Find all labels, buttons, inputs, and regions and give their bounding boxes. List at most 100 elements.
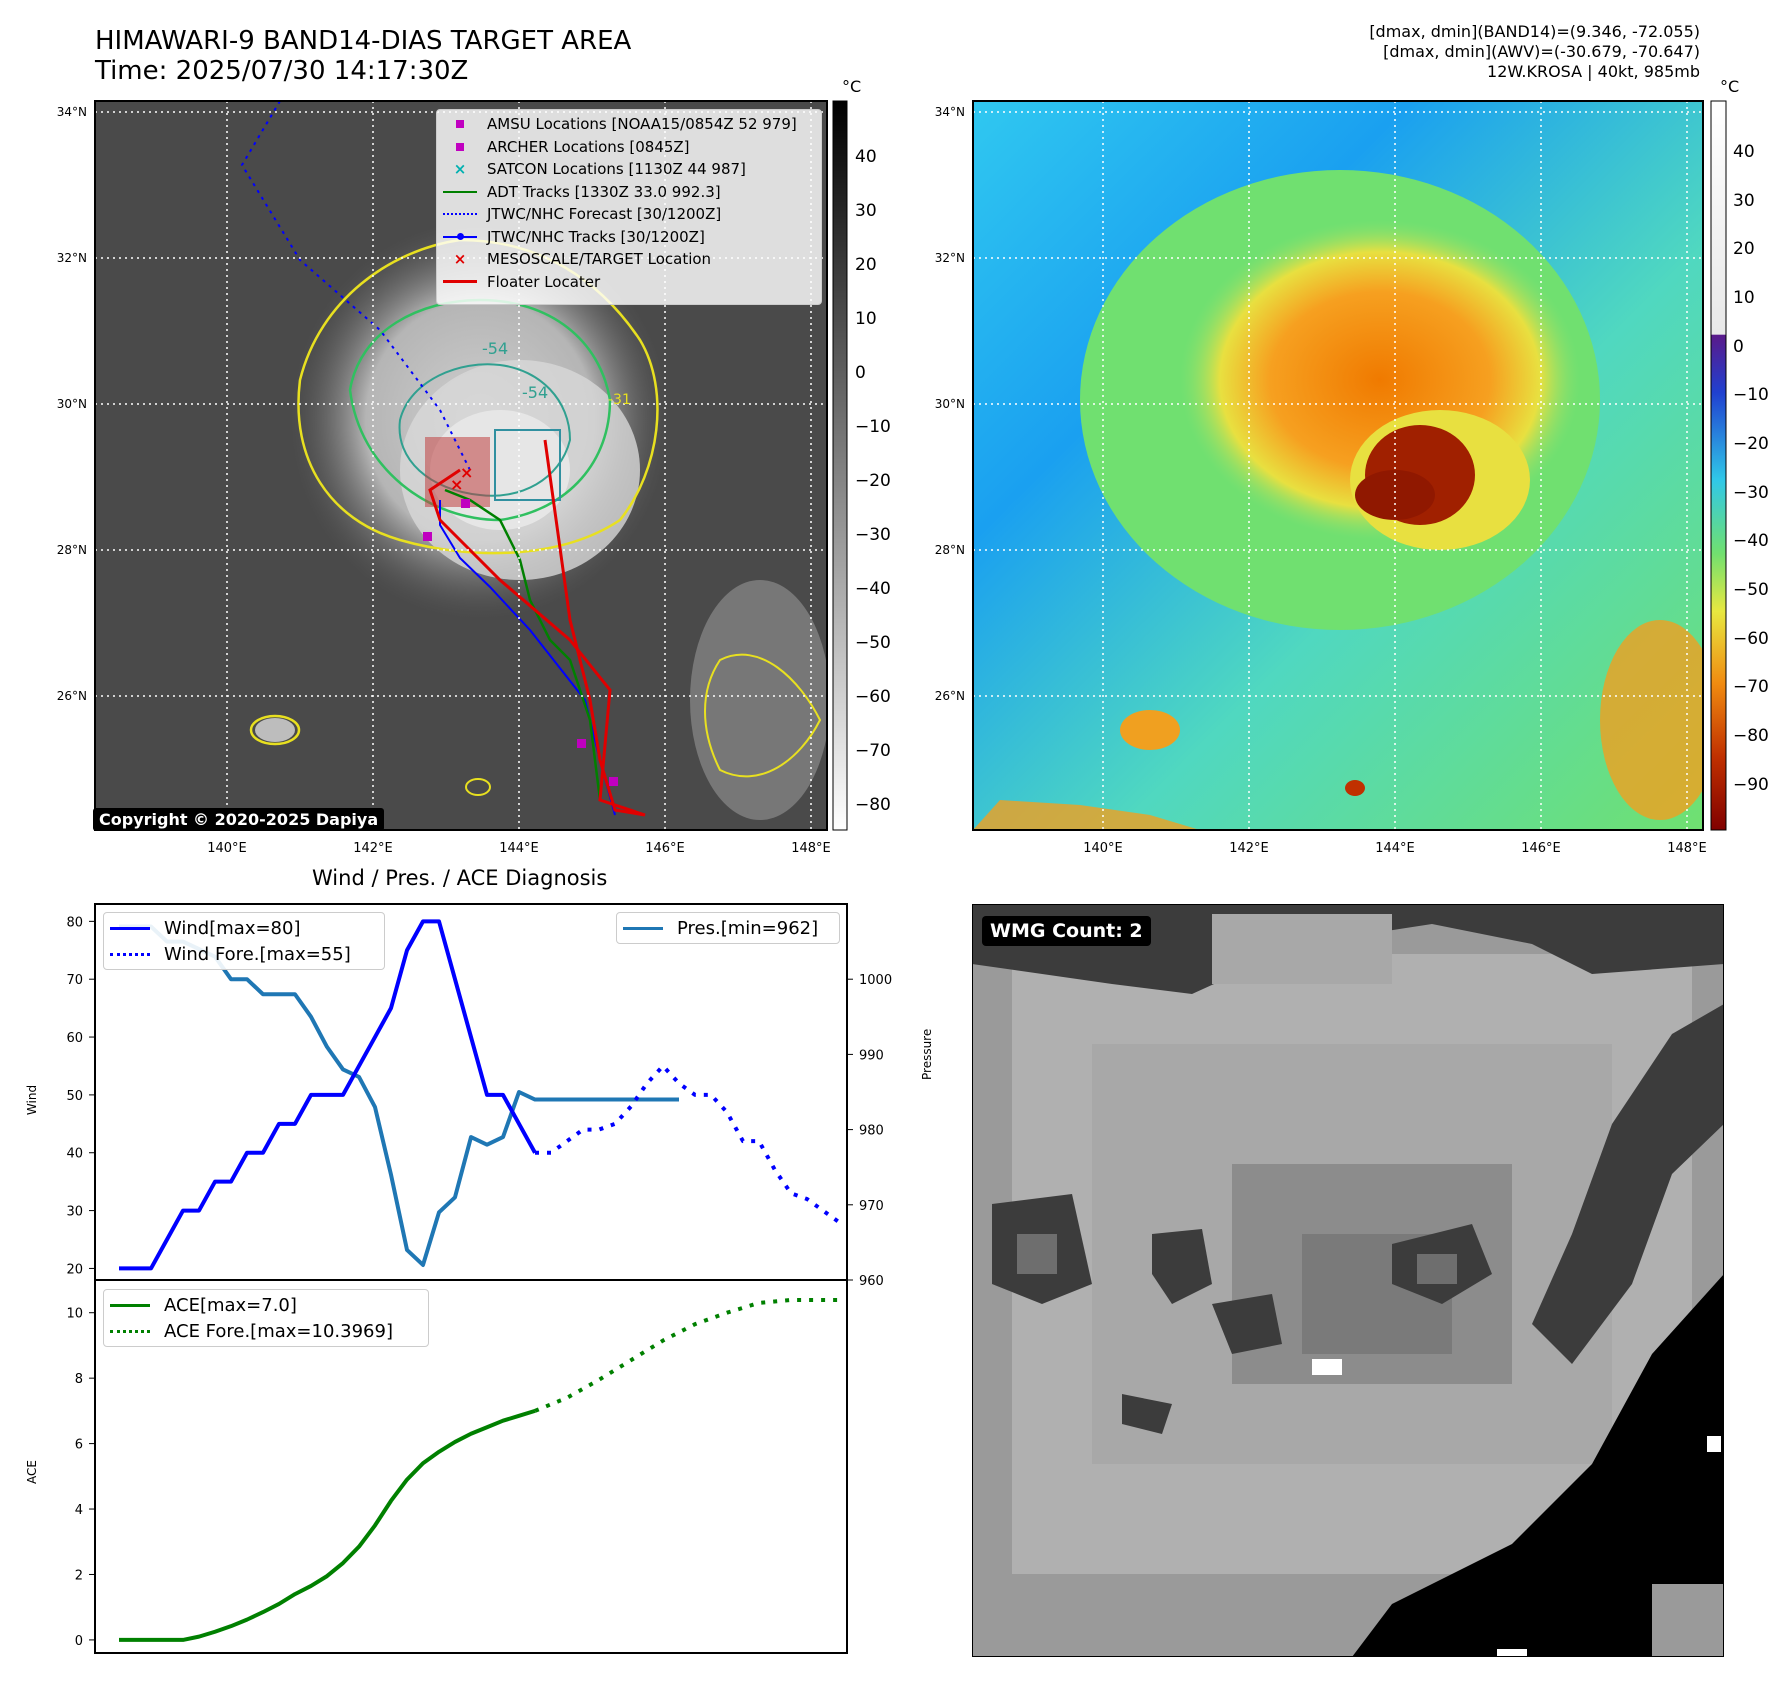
ace-axis-label: ACE	[25, 1460, 39, 1484]
archer-square-icon	[437, 142, 483, 151]
wind-tick-label: 20	[66, 1262, 83, 1277]
wind-fore-legend-row: Wind Fore.[max=55]	[110, 941, 378, 967]
contour-label-2: -54	[522, 383, 548, 402]
cba-tick-m80: −80	[1733, 726, 1769, 746]
awv-lat-label-34: 34°N	[935, 105, 965, 119]
lon-label-146: 146°E	[645, 841, 685, 856]
colorbar-gray-unit: °C	[842, 77, 861, 96]
ace-tick-label: 10	[66, 1307, 83, 1322]
copyright-badge: Copyright © 2020-2025 Dapiya	[93, 808, 385, 831]
amsu-square-icon	[437, 120, 483, 129]
pres-tick-label: 980	[859, 1124, 884, 1139]
wind-tick-label: 40	[66, 1147, 83, 1162]
legend-forecast: JTWC/NHC Forecast [30/1200Z]	[437, 203, 821, 226]
lon-label-148: 148°E	[791, 841, 831, 856]
svg-text:×: ×	[450, 475, 463, 494]
lon-label-144: 144°E	[499, 841, 539, 856]
cba-tick-m60: −60	[1733, 629, 1769, 649]
legend-adt-label: ADT Tracks [1330Z 33.0 992.3]	[487, 182, 721, 201]
pressure-label-visible: Pressure	[920, 1028, 934, 1080]
figure-time: Time: 2025/07/30 14:17:30Z	[95, 56, 469, 86]
cba-tick-m70: −70	[1733, 677, 1769, 697]
pres-tick-label: 970	[859, 1199, 884, 1214]
awv-lat-label-26: 26°N	[935, 689, 965, 703]
cba-tick-40: 40	[1733, 142, 1755, 162]
cbg-tick-40: 40	[855, 147, 877, 167]
cbg-tick-m10: −10	[855, 417, 891, 437]
cbg-tick-20: 20	[855, 255, 877, 275]
awv-lat-label-30: 30°N	[935, 397, 965, 411]
info-band14: [dmax, dmin](BAND14)=(9.346, -72.055)	[1369, 22, 1700, 41]
wind-legend-label: Wind[max=80]	[164, 917, 301, 939]
band14-map-svg: × × -54 -54 -31 34°N 32°N 30°N 28°N 26°N…	[57, 77, 1769, 856]
ace-tick-label: 4	[75, 1503, 83, 1518]
floater-line-icon	[437, 280, 483, 284]
ace-legend-row: ACE[max=7.0]	[110, 1292, 422, 1318]
info-awv: [dmax, dmin](AWV)=(-30.679, -70.647)	[1383, 42, 1700, 61]
wind-fore-legend-label: Wind Fore.[max=55]	[164, 943, 351, 965]
pres-legend: Pres.[min=962]	[616, 912, 840, 944]
legend-jtwc: JTWC/NHC Tracks [30/1200Z]	[437, 226, 821, 249]
awv-lon-label-148: 148°E	[1667, 841, 1707, 856]
legend-adt: ADT Tracks [1330Z 33.0 992.3]	[437, 181, 821, 204]
pres-tick-label: 1000	[859, 973, 892, 988]
cba-tick-0: 0	[1733, 337, 1744, 357]
lat-label-32: 32°N	[57, 251, 87, 265]
wmg-panel	[972, 904, 1724, 1657]
legend-archer: ARCHER Locations [0845Z]	[437, 136, 821, 159]
cba-tick-m50: −50	[1733, 580, 1769, 600]
wind-legend-row: Wind[max=80]	[110, 915, 378, 941]
cbg-tick-0: 0	[855, 363, 866, 383]
cba-tick-m40: −40	[1733, 531, 1769, 551]
lon-label-140: 140°E	[207, 841, 247, 856]
legend-floater: Floater Locater	[437, 271, 821, 294]
lat-label-26: 26°N	[57, 689, 87, 703]
adt-line-icon	[437, 190, 483, 193]
info-block: [dmax, dmin](BAND14)=(9.346, -72.055) [d…	[1369, 22, 1700, 82]
forecast-dotted-icon	[437, 213, 483, 216]
contour-label-3: -31	[608, 392, 631, 408]
lon-label-142: 142°E	[353, 841, 393, 856]
ace-tick-label: 6	[75, 1438, 83, 1453]
wind-line	[119, 919, 537, 1271]
wind-tick-label: 50	[66, 1089, 83, 1104]
cbg-tick-10: 10	[855, 309, 877, 329]
legend-jtwc-label: JTWC/NHC Tracks [30/1200Z]	[487, 227, 705, 246]
awv-image	[973, 101, 1703, 830]
ace-legend: ACE[max=7.0] ACE Fore.[max=10.3969]	[103, 1289, 429, 1347]
ace-legend-label: ACE[max=7.0]	[164, 1294, 297, 1316]
figure-title: HIMAWARI-9 BAND14-DIAS TARGET AREA	[95, 26, 632, 56]
awv-lon-label-142: 142°E	[1229, 841, 1269, 856]
band14-frame	[94, 100, 828, 831]
ace-fore-legend-row: ACE Fore.[max=10.3969]	[110, 1318, 422, 1344]
wind-fore-line-icon	[110, 952, 150, 956]
legend-amsu: AMSU Locations [NOAA15/0854Z 52 979]	[437, 113, 821, 136]
wind-tick-label: 30	[66, 1205, 83, 1220]
awv-lat-label-32: 32°N	[935, 251, 965, 265]
ace-tick-label: 0	[75, 1634, 83, 1649]
lat-label-30: 30°N	[57, 397, 87, 411]
awv-lat-label-28: 28°N	[935, 543, 965, 557]
awv-lon-label-144: 144°E	[1375, 841, 1415, 856]
ace-forecast-line	[534, 1297, 839, 1413]
ace-tick-label: 8	[75, 1372, 83, 1387]
pres-tick-label: 960	[859, 1274, 884, 1289]
info-storm: 12W.KROSA | 40kt, 985mb	[1487, 62, 1700, 81]
map-legend: AMSU Locations [NOAA15/0854Z 52 979] ARC…	[436, 109, 822, 305]
awv-frame	[972, 100, 1704, 831]
pres-tick-label: 990	[859, 1048, 884, 1063]
awv-lon-label-140: 140°E	[1083, 841, 1123, 856]
pres-legend-row: Pres.[min=962]	[623, 915, 833, 941]
cbg-tick-m60: −60	[855, 687, 891, 707]
legend-forecast-label: JTWC/NHC Forecast [30/1200Z]	[487, 205, 722, 223]
cba-tick-m30: −30	[1733, 483, 1769, 503]
legend-amsu-label: AMSU Locations [NOAA15/0854Z 52 979]	[487, 115, 797, 133]
cba-tick-m10: −10	[1733, 385, 1769, 405]
cbg-tick-m70: −70	[855, 741, 891, 761]
legend-floater-label: Floater Locater	[487, 272, 601, 291]
awv-lon-label-146: 146°E	[1521, 841, 1561, 856]
pres-legend-label: Pres.[min=962]	[677, 917, 819, 939]
ace-fore-legend-label: ACE Fore.[max=10.3969]	[164, 1320, 393, 1342]
colorbar-gray-ticks: 40 30 20 10 0 −10 −20 −30 −40 −50 −60 −7…	[855, 147, 891, 815]
